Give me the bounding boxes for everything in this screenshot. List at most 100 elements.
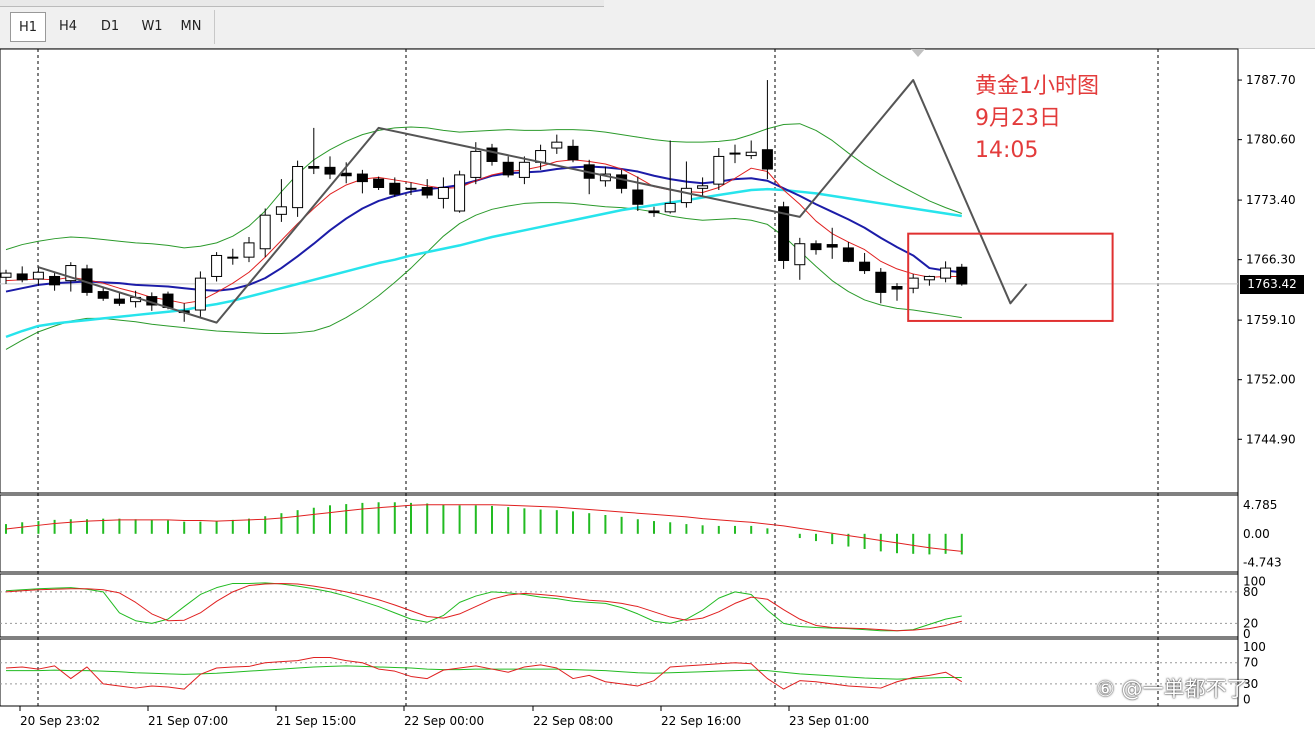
- rsi-axis-label: 30: [1243, 677, 1258, 691]
- candle-bear: [324, 166, 336, 175]
- candle-bull: [907, 277, 919, 289]
- time-axis-label: 23 Sep 01:00: [789, 714, 869, 728]
- stochastic-axis-label: 100: [1243, 574, 1266, 588]
- annotation-text: 9月23日: [975, 106, 1061, 131]
- candle-bear: [373, 178, 385, 188]
- time-axis-label: 21 Sep 15:00: [276, 714, 356, 728]
- price-axis-label: 1744.90: [1246, 432, 1296, 446]
- stochastic-axis-label: 0: [1243, 627, 1251, 641]
- macd-axis-label: 4.785: [1243, 498, 1277, 512]
- candle-bear: [486, 147, 498, 162]
- candle-bear: [859, 261, 871, 272]
- chart-shift-marker: [911, 49, 925, 57]
- candle-bull: [437, 186, 449, 199]
- candle-bear: [49, 275, 61, 286]
- candle-bull: [940, 267, 952, 279]
- macd-axis-label: -4.743: [1243, 556, 1282, 570]
- time-axis-label: 21 Sep 07:00: [148, 714, 228, 728]
- candle-bear: [616, 174, 628, 189]
- annotation-text: 14:05: [975, 138, 1038, 163]
- pane-frame-macd: [0, 494, 1239, 573]
- candle-bull: [259, 214, 271, 250]
- current-price-tag: 1763.42: [1240, 274, 1304, 294]
- candle-bull: [923, 275, 935, 281]
- price-axis-label: 1752.00: [1246, 373, 1296, 387]
- stochastic-signal-line: [5, 582, 962, 632]
- candle-bull: [292, 166, 304, 209]
- candle-bear: [502, 161, 514, 176]
- candle-bull: [713, 155, 725, 185]
- candle-bull: [697, 185, 709, 189]
- candle-bear: [340, 172, 352, 177]
- price-axis-label: 1787.70: [1246, 73, 1296, 87]
- candle-bull: [518, 161, 530, 178]
- candle-bear: [810, 243, 822, 251]
- timeframe-h1-button[interactable]: H1: [10, 12, 46, 42]
- candle-bull: [275, 206, 287, 215]
- candle-bull: [664, 202, 676, 213]
- candle-bull: [0, 272, 12, 278]
- candle-bear: [842, 247, 854, 262]
- candle-bear: [826, 244, 838, 248]
- stochastic-axis-label: 20: [1243, 616, 1258, 630]
- candle-bear: [389, 182, 401, 195]
- price-axis-label: 1773.40: [1246, 193, 1296, 207]
- macd-axis-label: 0.00: [1243, 527, 1270, 541]
- candle-bear: [956, 266, 968, 285]
- candle-bull: [243, 242, 255, 258]
- candle-bear: [308, 166, 320, 169]
- time-axis-label: 22 Sep 16:00: [661, 714, 741, 728]
- candle-bear: [778, 206, 790, 262]
- candle-bear: [567, 145, 579, 161]
- timeframe-w1-button[interactable]: W1: [141, 19, 163, 34]
- zigzag-line: [38, 79, 1028, 324]
- bollinger-upper-line: [5, 123, 962, 251]
- rsi-slow-line: [6, 665, 962, 680]
- candle-bull: [454, 174, 466, 212]
- candle-bear: [875, 271, 887, 293]
- candle-bull: [194, 277, 206, 311]
- annotation-text: 黄金1小时图: [975, 74, 1099, 99]
- pane-frame-main: [0, 48, 1239, 494]
- candle-bull: [470, 150, 482, 178]
- timeframe-mn-button[interactable]: MN: [180, 19, 202, 34]
- watermark: ⑥ @一単都不了: [1096, 677, 1248, 701]
- candle-bull: [227, 256, 239, 259]
- candle-bull: [211, 254, 223, 277]
- price-axis-label: 1766.30: [1246, 253, 1296, 267]
- macd-signal-line: [5, 504, 962, 552]
- toolbar-top-strip: [0, 0, 604, 7]
- candle-bull: [745, 151, 757, 157]
- candle-bear: [761, 149, 773, 170]
- pane-frame-sto: [0, 573, 1239, 638]
- price-axis-label: 1759.10: [1246, 313, 1296, 327]
- toolbar-divider: [214, 10, 215, 44]
- rsi-fast-line: [5, 656, 963, 690]
- ma-long-line: [5, 187, 962, 339]
- timeframe-h4-button[interactable]: H4: [58, 19, 78, 34]
- candle-bear: [97, 291, 109, 299]
- candle-bear: [16, 273, 28, 281]
- rsi-axis-label: 0: [1243, 693, 1251, 707]
- candle-bull: [32, 271, 44, 280]
- candle-bear: [113, 298, 125, 304]
- candle-bull: [794, 243, 806, 266]
- pane-frame-rsi: [0, 638, 1239, 707]
- candle-bear: [632, 189, 644, 205]
- rsi-axis-label: 70: [1243, 656, 1258, 670]
- candle-bull: [551, 141, 563, 149]
- candle-bull: [680, 187, 692, 204]
- candle-bull: [65, 265, 77, 282]
- candle-bull: [405, 187, 417, 190]
- highlight-box: [907, 232, 1114, 322]
- timeframe-d1-button[interactable]: D1: [100, 19, 120, 34]
- time-axis-label: 22 Sep 08:00: [533, 714, 613, 728]
- candle-bear: [648, 210, 660, 214]
- price-axis-label: 1780.60: [1246, 133, 1296, 147]
- candle-bull: [729, 152, 741, 155]
- rsi-axis-label: 100: [1243, 640, 1266, 654]
- candle-bear: [356, 173, 368, 183]
- timeframe-toolbar: H1 H4 D1 W1 MN: [0, 0, 1315, 49]
- time-axis-label: 20 Sep 23:02: [20, 714, 100, 728]
